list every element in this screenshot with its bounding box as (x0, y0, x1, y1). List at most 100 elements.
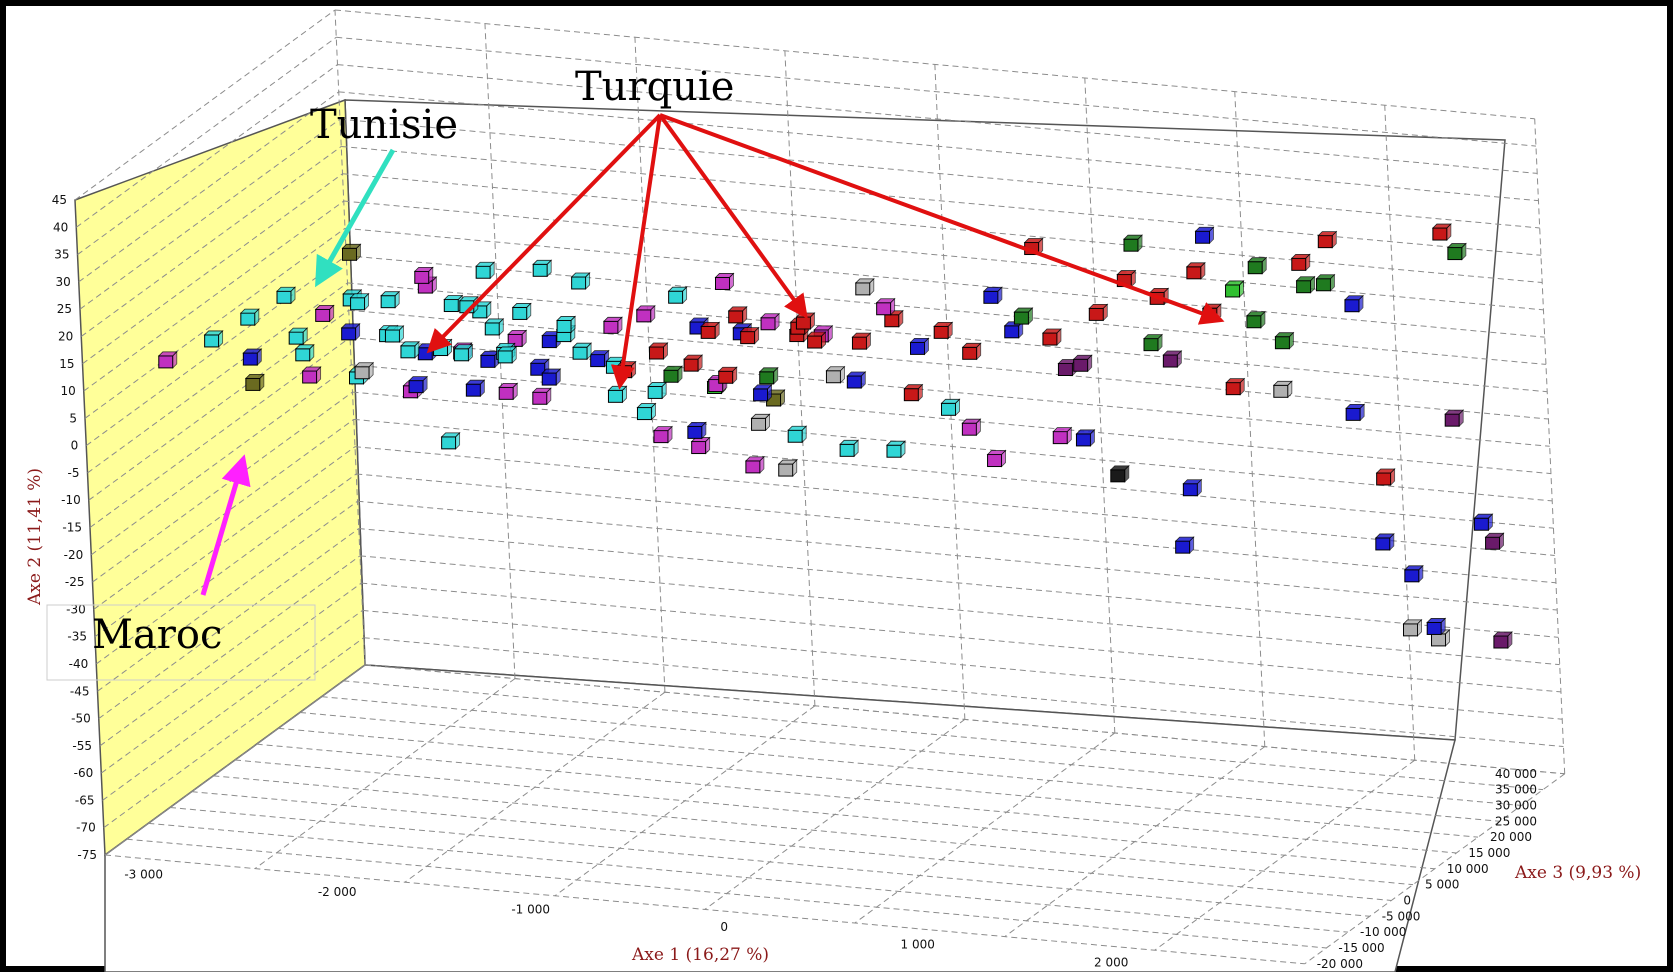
point-front (1403, 623, 1419, 637)
point-front (1175, 540, 1191, 554)
point-side (586, 342, 592, 361)
point-side (489, 261, 495, 280)
point-front (718, 370, 734, 384)
x-tick-label: 1 000 (901, 938, 935, 952)
data-point (1272, 380, 1293, 399)
point-front (572, 346, 588, 360)
point-side (1389, 532, 1395, 551)
data-point (1245, 310, 1266, 329)
data-point (529, 358, 550, 377)
point-front (607, 389, 623, 403)
y-tick-label: 25 (57, 302, 72, 316)
point-side (1176, 350, 1182, 368)
point-front (240, 312, 256, 326)
point-front (1195, 230, 1211, 244)
grid-line (95, 473, 357, 665)
point-front (1110, 469, 1126, 483)
point-side (431, 276, 437, 295)
data-point (340, 322, 361, 341)
data-point (795, 312, 816, 330)
grid-line (334, 9, 1535, 120)
point-front (245, 377, 261, 391)
point-front (760, 317, 776, 331)
point-side (765, 413, 770, 432)
data-point (399, 340, 420, 359)
point-front (1317, 235, 1333, 249)
point-side (866, 332, 871, 351)
point-side (997, 286, 1003, 305)
point-front (1162, 354, 1178, 368)
point-front (983, 290, 999, 304)
point-front (687, 425, 703, 439)
point-front (1225, 382, 1241, 396)
data-point (294, 343, 315, 362)
data-point (511, 302, 532, 321)
grid-line (75, 36, 337, 228)
data-point (1315, 273, 1336, 292)
point-side (1440, 617, 1446, 636)
point-side (1090, 428, 1095, 447)
grid-line (278, 727, 1479, 838)
point-side (924, 337, 929, 356)
point-front (1376, 472, 1392, 486)
point-side (955, 398, 960, 417)
data-point (570, 272, 591, 290)
point-front (475, 265, 491, 279)
data-point (765, 389, 786, 407)
point-side (1209, 226, 1214, 245)
point-front (341, 247, 357, 261)
data-point (384, 325, 405, 343)
data-point (1052, 426, 1073, 445)
point-side (512, 382, 518, 401)
point-side (1417, 618, 1422, 637)
grid-line (79, 118, 341, 310)
grid-line (148, 822, 1349, 933)
grid-line (97, 500, 358, 692)
maroc-arrow (200, 454, 251, 596)
data-point (380, 290, 401, 309)
point-side (1200, 261, 1206, 280)
grid-line (74, 9, 336, 201)
data-point (1109, 464, 1130, 483)
data-point (700, 321, 721, 340)
point-side (767, 383, 772, 402)
y-tick-label: 20 (58, 329, 73, 343)
data-point (744, 455, 765, 474)
point-side (570, 315, 576, 334)
point-side (455, 431, 461, 450)
data-point (314, 304, 335, 323)
data-point (982, 286, 1003, 305)
data-point (961, 418, 982, 437)
point-front (745, 460, 761, 474)
point-front (653, 430, 669, 444)
grid-line (99, 555, 361, 747)
data-point (683, 354, 704, 373)
point-front (350, 297, 366, 311)
point-front (465, 383, 481, 397)
y-tick-label: 15 (59, 357, 74, 371)
grid-line (85, 255, 347, 447)
data-point (1162, 350, 1183, 368)
data-point (727, 305, 748, 324)
label-tunisie: Tunisie (310, 102, 458, 148)
y-axis-title: Axe 2 (11,41 %) (25, 468, 45, 606)
point-side (1358, 294, 1364, 313)
z-tick-label: -20 000 (1317, 957, 1363, 971)
y-tick-label: -5 (68, 466, 80, 480)
point-front (636, 407, 652, 421)
grid-line (321, 696, 1522, 806)
data-point (777, 459, 798, 478)
point-front (1057, 362, 1073, 376)
data-point (825, 365, 846, 384)
point-side (329, 304, 335, 323)
data-point (846, 371, 867, 389)
point-front (759, 371, 775, 385)
point-side (947, 321, 953, 340)
point-side (701, 421, 707, 440)
data-point (1426, 617, 1447, 636)
point-front (443, 299, 459, 313)
data-point (572, 342, 593, 361)
grid-line (103, 637, 365, 829)
annotation-arrows (200, 113, 1225, 596)
